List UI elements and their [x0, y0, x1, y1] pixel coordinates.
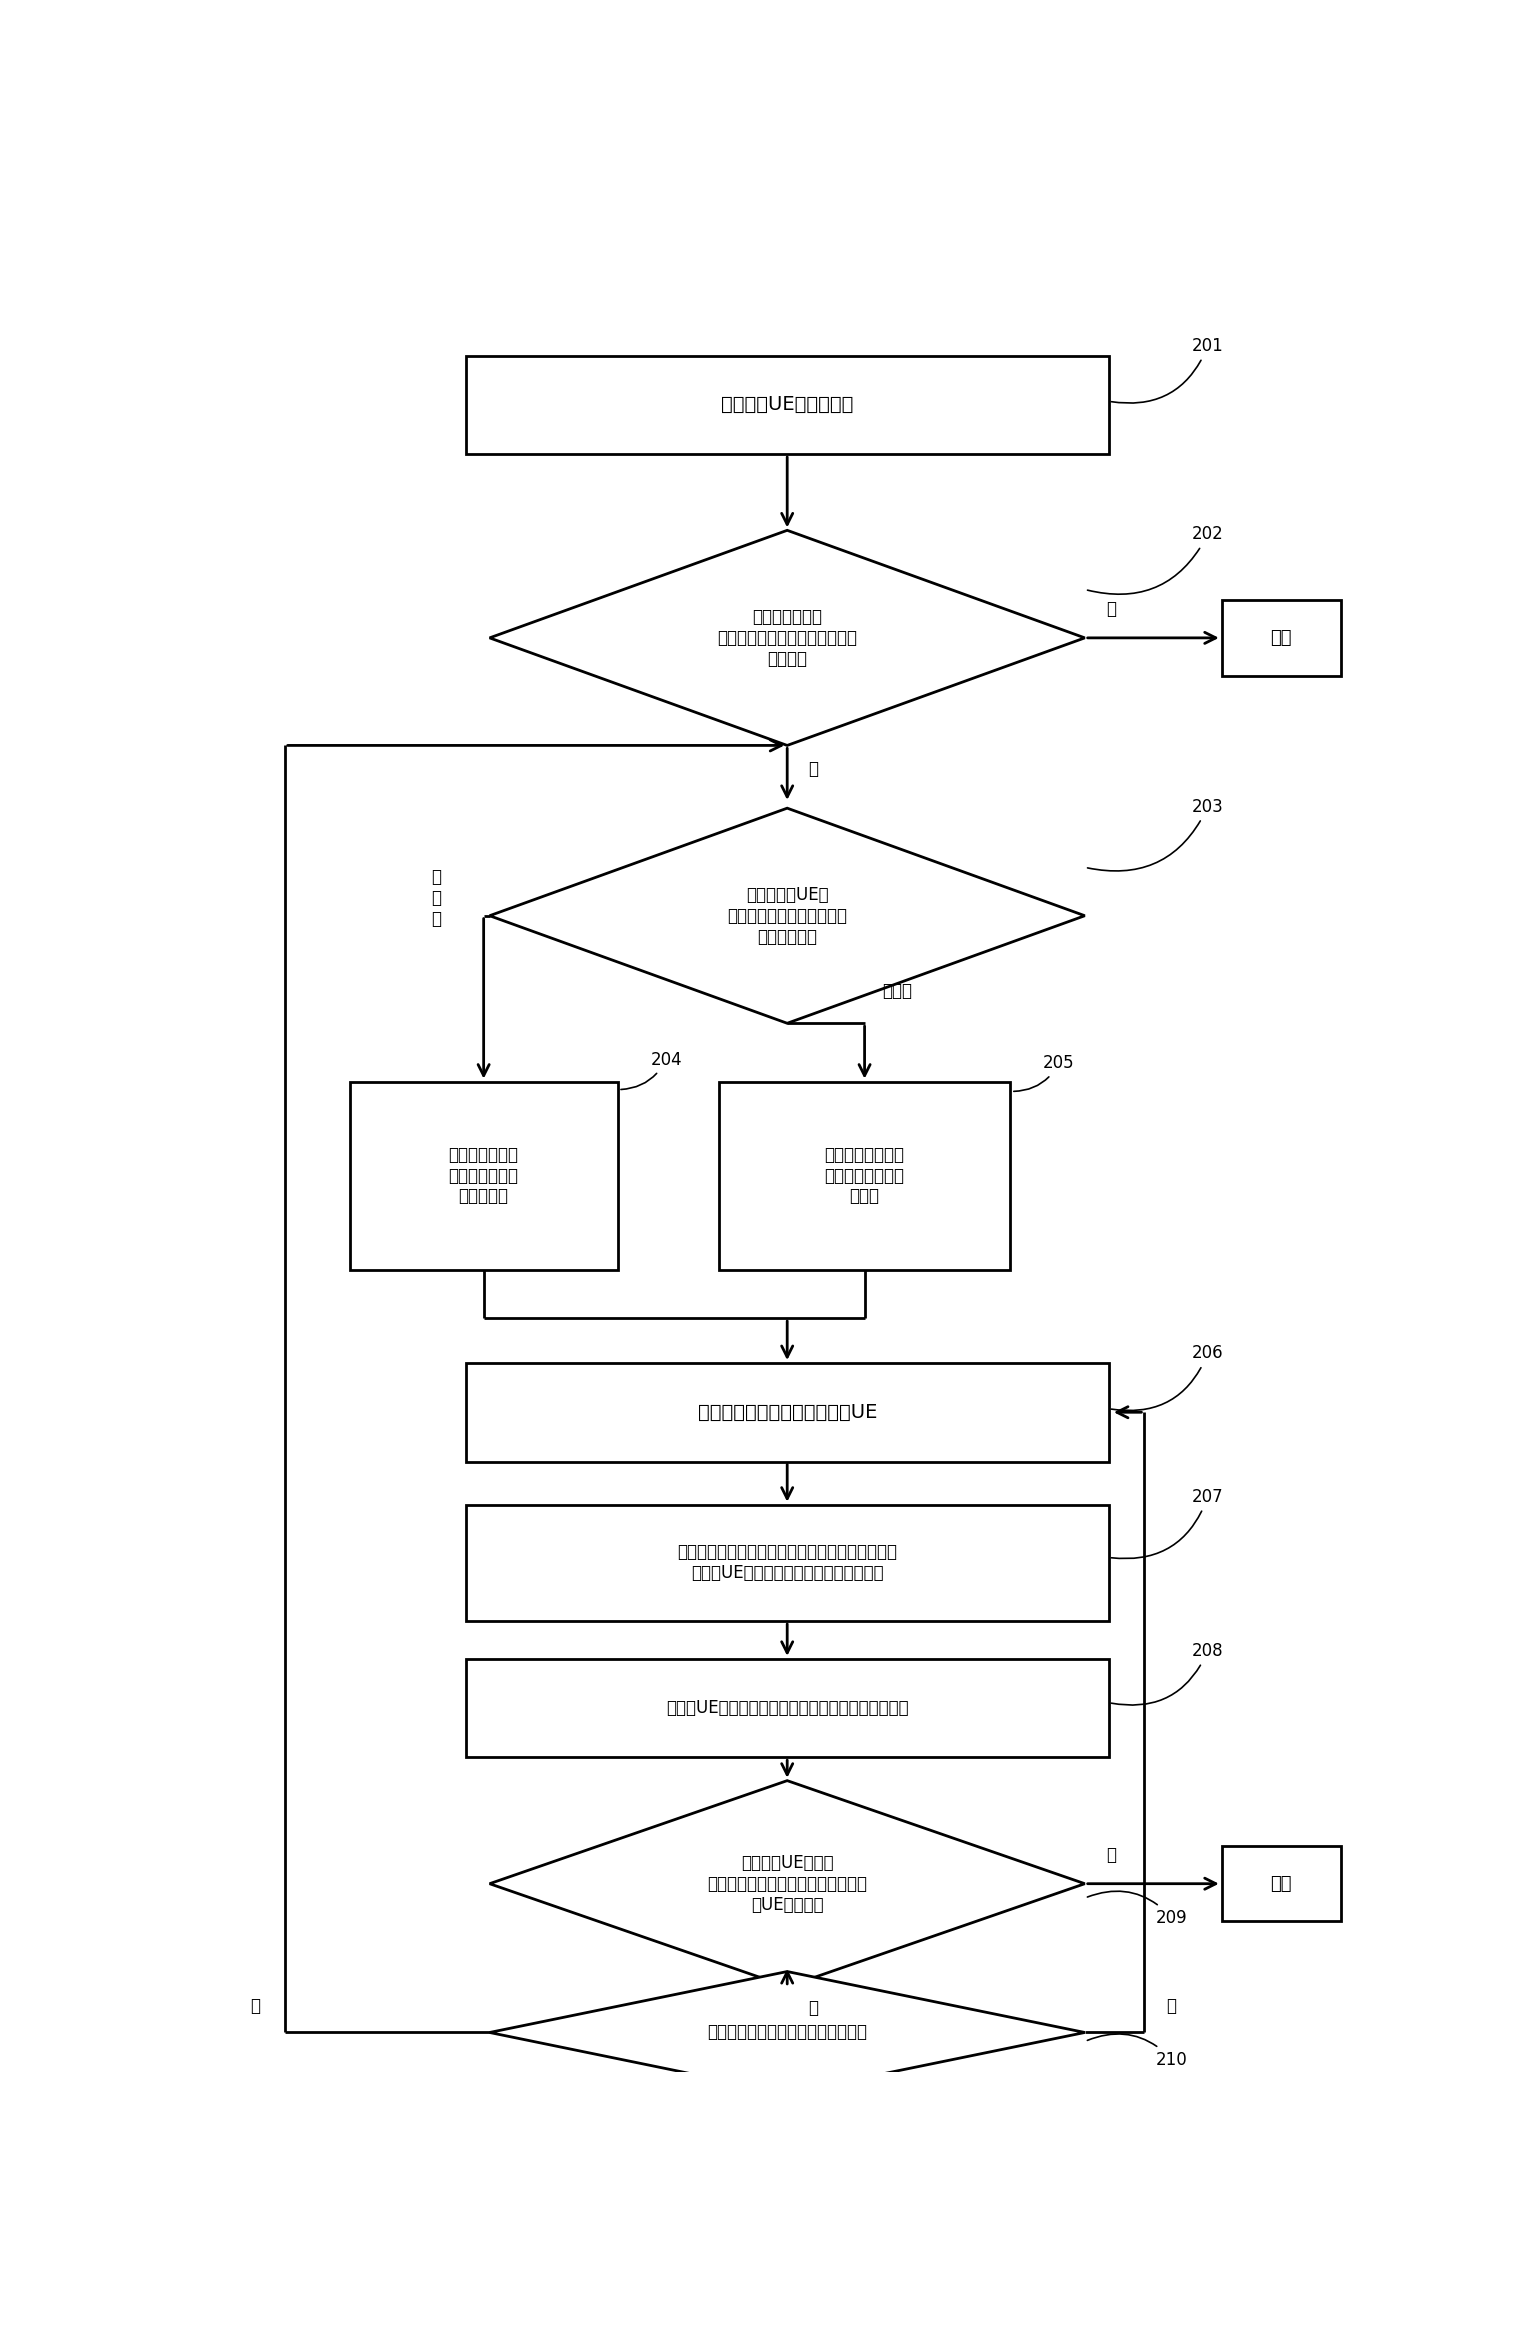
- Text: 基站判断是否需要重新匹配测量周期: 基站判断是否需要重新匹配测量周期: [707, 2023, 868, 2042]
- Text: 基站判断该UE的
移动速度高于预设阈值还是
低于预设阈值: 基站判断该UE的 移动速度高于预设阈值还是 低于预设阈值: [727, 887, 848, 945]
- Text: 209: 209: [1087, 1890, 1187, 1928]
- Bar: [719, 1083, 1011, 1269]
- Polygon shape: [490, 808, 1084, 1024]
- Text: 205: 205: [1014, 1055, 1075, 1092]
- Text: 结束: 结束: [1270, 629, 1292, 647]
- Text: 否: 否: [808, 2000, 819, 2018]
- Bar: [465, 1504, 1109, 1620]
- Text: 204: 204: [621, 1050, 682, 1090]
- Text: 基站根据该测量周期定期获取网络质量测量信息，
并接收UE根据该测量周期上报的位置信息: 基站根据该测量周期定期获取网络质量测量信息， 并接收UE根据该测量周期上报的位置…: [677, 1543, 897, 1583]
- Text: 基站监测UE的移动
速度的状态变化，判断是否停止对所
述UE进行测量: 基站监测UE的移动 速度的状态变化，判断是否停止对所 述UE进行测量: [707, 1853, 868, 1914]
- Text: 基站匹配与该移动
速度对应的第二测
量周期: 基站匹配与该移动 速度对应的第二测 量周期: [825, 1145, 905, 1206]
- Text: 208: 208: [1112, 1641, 1224, 1704]
- Bar: [1221, 1846, 1341, 1921]
- Text: 207: 207: [1112, 1488, 1224, 1557]
- Text: 206: 206: [1112, 1346, 1224, 1411]
- Polygon shape: [490, 1972, 1084, 2093]
- Bar: [350, 1083, 617, 1269]
- Text: 210: 210: [1087, 2035, 1187, 2070]
- Text: 是: 是: [250, 1997, 260, 2014]
- Text: 是: 是: [1106, 1846, 1117, 1865]
- Text: 201: 201: [1112, 338, 1224, 403]
- Text: 否: 否: [808, 759, 819, 778]
- Text: 若低于: 若低于: [882, 982, 912, 1001]
- Text: 基站匹配与该移
动速度对应的第
一测量周期: 基站匹配与该移 动速度对应的第 一测量周期: [449, 1145, 519, 1206]
- Text: 结束: 结束: [1270, 1874, 1292, 1893]
- Text: 是: 是: [1106, 601, 1117, 619]
- Polygon shape: [490, 531, 1084, 745]
- Text: 基站将匹配的测量周期下发给UE: 基站将匹配的测量周期下发给UE: [697, 1404, 877, 1422]
- Polygon shape: [490, 1781, 1084, 1986]
- Text: 若
高
于: 若 高 于: [432, 868, 441, 927]
- Text: 202: 202: [1087, 526, 1224, 594]
- Text: 203: 203: [1087, 799, 1224, 871]
- Bar: [465, 1362, 1109, 1462]
- Text: 否: 否: [1166, 1997, 1175, 2014]
- Bar: [1221, 601, 1341, 675]
- Text: 基站判断该移动
速度是否小于第一阈值或者大于
第二阈值: 基站判断该移动 速度是否小于第一阈值或者大于 第二阈值: [717, 608, 857, 668]
- Bar: [465, 356, 1109, 454]
- Bar: [465, 1660, 1109, 1758]
- Text: 基站将UE上报的位置信息与网络质量测量信息相关联: 基站将UE上报的位置信息与网络质量测量信息相关联: [667, 1699, 908, 1718]
- Text: 基站获取UE的移动速度: 基站获取UE的移动速度: [720, 396, 854, 414]
